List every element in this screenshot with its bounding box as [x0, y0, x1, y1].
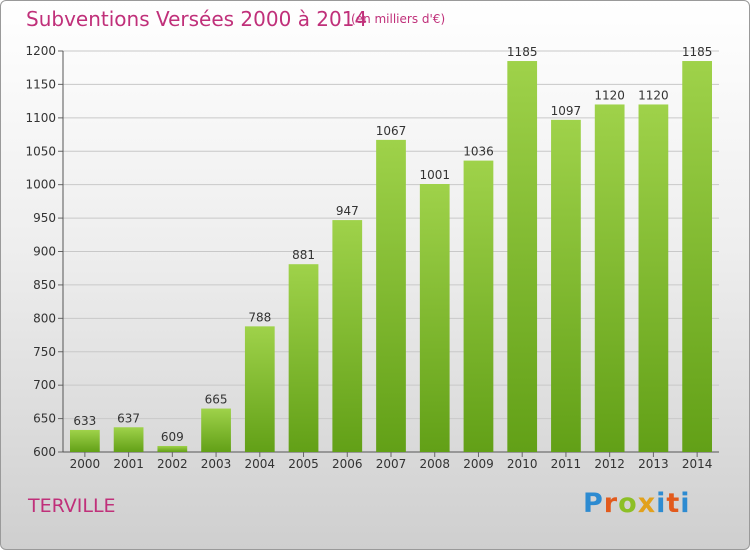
- logo-letter: t: [666, 488, 681, 519]
- bar: [507, 61, 538, 453]
- bar: [332, 220, 363, 452]
- y-tick-label: 600: [33, 445, 56, 459]
- logo-letter: P: [583, 488, 604, 519]
- bar: [244, 326, 275, 452]
- bar: [419, 183, 450, 452]
- x-tick-label: 2002: [157, 457, 188, 471]
- x-tick-label: 2010: [507, 457, 538, 471]
- logo-letter: r: [603, 488, 619, 519]
- bar: [682, 61, 713, 453]
- bar: [594, 104, 625, 452]
- bar: [157, 445, 188, 452]
- x-tick-label: 2005: [288, 457, 319, 471]
- logo-letter: x: [637, 488, 657, 519]
- y-tick-label: 700: [33, 378, 56, 392]
- bar: [201, 408, 231, 452]
- chart-subtitle: (en milliers d'€): [351, 12, 446, 26]
- bar: [638, 104, 669, 452]
- y-tick-label: 950: [33, 211, 56, 225]
- chart-title: Subventions Versées 2000 à 2014: [26, 7, 368, 31]
- bar-chart: 600 650 700 750 800 850 900 950 1000 1050 1100 1150…: [25, 44, 719, 471]
- bar: [288, 264, 319, 452]
- logo-letter: i: [656, 488, 667, 519]
- x-tick-label: 2004: [245, 457, 276, 471]
- y-tick-label: 800: [33, 311, 56, 325]
- data-label: 609: [161, 430, 184, 444]
- x-tick-label: 2003: [201, 457, 232, 471]
- bar: [463, 160, 494, 452]
- data-label: 1185: [507, 45, 538, 59]
- data-label: 1120: [594, 88, 625, 102]
- y-tick-label: 650: [33, 412, 56, 426]
- bar: [113, 427, 144, 452]
- data-label: 881: [292, 248, 315, 262]
- y-tick-label: 1000: [25, 178, 56, 192]
- x-tick-label: 2001: [113, 457, 144, 471]
- x-tick-label: 2014: [682, 457, 713, 471]
- data-label: 788: [248, 310, 271, 324]
- logo-letter: o: [618, 488, 638, 519]
- proxiti-logo: Proxiti: [583, 488, 691, 519]
- data-label: 637: [117, 411, 140, 425]
- x-tick-label: 2013: [638, 457, 669, 471]
- data-label: 633: [73, 414, 96, 428]
- y-tick-label: 850: [33, 278, 56, 292]
- data-label: 947: [336, 204, 359, 218]
- data-label: 1185: [682, 45, 713, 59]
- x-tick-label: 2012: [594, 457, 625, 471]
- bar: [551, 119, 581, 453]
- bar: [69, 429, 100, 452]
- logo-letter: i: [680, 488, 691, 519]
- x-tick-label: 2011: [551, 457, 582, 471]
- y-tick-label: 1150: [25, 77, 56, 91]
- x-tick-label: 2006: [332, 457, 363, 471]
- bar: [376, 139, 406, 452]
- x-tick-label: 2007: [376, 457, 407, 471]
- y-tick-label: 1100: [25, 111, 56, 125]
- data-label: 1120: [638, 88, 669, 102]
- data-label: 1001: [419, 168, 450, 182]
- y-tick-label: 1050: [25, 144, 56, 158]
- data-label: 1097: [551, 104, 582, 118]
- x-tick-label: 2000: [70, 457, 101, 471]
- data-label: 1067: [376, 124, 407, 138]
- x-tick-label: 2009: [463, 457, 494, 471]
- x-tick-label: 2008: [419, 457, 450, 471]
- y-tick-label: 750: [33, 345, 56, 359]
- y-tick-label: 900: [33, 245, 56, 259]
- y-tick-label: 1200: [25, 44, 56, 58]
- commune-name: TERVILLE: [28, 495, 116, 517]
- data-label: 665: [205, 393, 228, 407]
- data-label: 1036: [463, 145, 494, 159]
